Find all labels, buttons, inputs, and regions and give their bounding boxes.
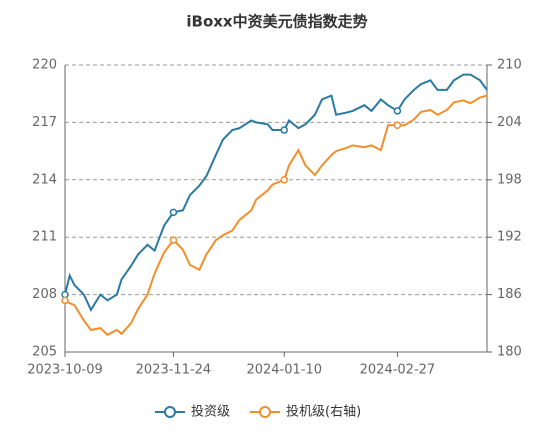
point xyxy=(61,296,69,305)
y-tick-label: 214 xyxy=(32,172,57,187)
line xyxy=(64,73,488,313)
y2-tick-label: 186 xyxy=(497,287,522,302)
y2-tick-label: 180 xyxy=(497,345,522,360)
y-tick-label: 208 xyxy=(32,287,57,302)
x-tick-label: 2023-10-09 xyxy=(27,363,103,378)
y2-tick-label: 192 xyxy=(497,230,522,245)
point xyxy=(280,176,289,184)
legend-label: 投资级 xyxy=(191,404,230,420)
point xyxy=(169,208,178,217)
chart-title: iBoxx中资美元债指数走势 xyxy=(186,13,367,31)
legend-marker xyxy=(164,406,176,418)
line xyxy=(64,94,488,336)
y2-tick-label: 204 xyxy=(497,115,522,130)
legend-marker xyxy=(259,406,271,418)
y-tick-label: 211 xyxy=(32,230,57,245)
y-tick-label: 205 xyxy=(32,345,57,360)
y2-tick-label: 210 xyxy=(497,58,522,73)
point xyxy=(169,236,178,244)
x-tick-label: 2024-01-10 xyxy=(246,363,322,378)
point xyxy=(393,121,402,130)
x-tick-label: 2023-11-24 xyxy=(136,363,212,378)
point xyxy=(393,107,402,115)
y-tick-label: 220 xyxy=(32,58,57,73)
legend-label: 投机级(右轴) xyxy=(286,404,361,420)
y2-tick-label: 198 xyxy=(497,172,522,187)
x-tick-label: 2024-02-27 xyxy=(360,363,436,378)
point xyxy=(280,126,289,134)
y-tick-label: 217 xyxy=(32,115,57,130)
